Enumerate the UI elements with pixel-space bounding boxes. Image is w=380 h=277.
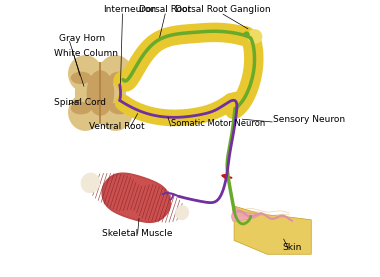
Text: Somatic Motor Neuron: Somatic Motor Neuron — [171, 119, 265, 128]
Ellipse shape — [244, 32, 249, 37]
Text: Ventral Root: Ventral Root — [89, 122, 145, 131]
Ellipse shape — [87, 71, 114, 115]
Polygon shape — [234, 206, 311, 254]
Ellipse shape — [236, 27, 254, 42]
Polygon shape — [231, 206, 262, 221]
Text: Interneuron: Interneuron — [103, 5, 156, 14]
Ellipse shape — [81, 173, 100, 193]
Ellipse shape — [176, 206, 188, 219]
Ellipse shape — [76, 63, 125, 123]
Ellipse shape — [71, 103, 91, 114]
Text: Dorsal Root: Dorsal Root — [139, 5, 191, 14]
Ellipse shape — [71, 72, 91, 83]
Ellipse shape — [69, 56, 102, 92]
Polygon shape — [105, 175, 168, 220]
Ellipse shape — [69, 94, 102, 130]
Polygon shape — [102, 173, 170, 222]
Text: Skeletal Muscle: Skeletal Muscle — [102, 229, 173, 238]
Text: Dorsal Root Ganglion: Dorsal Root Ganglion — [175, 5, 271, 14]
Ellipse shape — [110, 103, 129, 114]
Text: White Column: White Column — [54, 49, 119, 58]
Ellipse shape — [248, 30, 262, 43]
Text: Gray Horn: Gray Horn — [59, 34, 105, 43]
Ellipse shape — [99, 56, 132, 92]
Text: Skin: Skin — [282, 243, 302, 252]
Ellipse shape — [99, 94, 132, 130]
Ellipse shape — [110, 72, 129, 83]
Text: Sensory Neuron: Sensory Neuron — [273, 115, 345, 124]
Text: Spinal Cord: Spinal Cord — [54, 98, 106, 107]
